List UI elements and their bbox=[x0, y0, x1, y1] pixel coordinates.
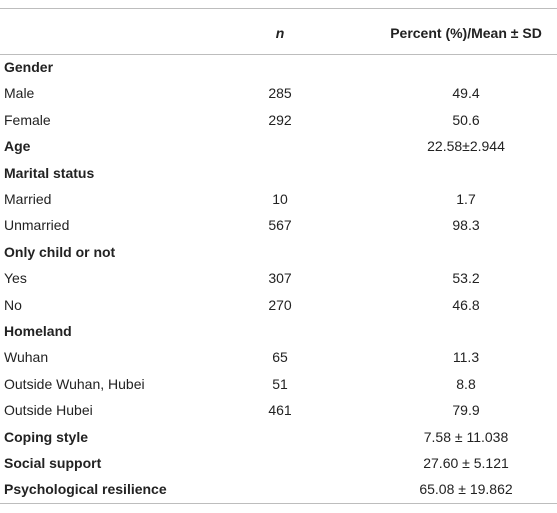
n-cell: 270 bbox=[268, 296, 292, 313]
value-cell: 8.8 bbox=[456, 375, 476, 392]
row-label: Male bbox=[4, 85, 35, 102]
group-heading: Social support bbox=[4, 455, 102, 471]
group-heading: Homeland bbox=[4, 323, 72, 339]
header-cell: Percent (%)/Mean ± SD bbox=[390, 25, 542, 41]
group-heading: Gender bbox=[4, 59, 54, 75]
group-heading: Only child or not bbox=[4, 243, 116, 260]
value-cell: 98.3 bbox=[452, 217, 480, 234]
top-rule bbox=[0, 8, 557, 9]
value-cell: 53.2 bbox=[452, 270, 480, 287]
bottom-rule bbox=[0, 503, 557, 504]
value-cell: 50.6 bbox=[452, 111, 480, 128]
value-cell: 1.7 bbox=[456, 191, 476, 207]
n-cell: 285 bbox=[268, 85, 292, 102]
row-label: Female bbox=[4, 111, 51, 128]
row-label: Wuhan bbox=[4, 349, 49, 366]
header-rule bbox=[0, 54, 557, 55]
value-cell: 46.8 bbox=[452, 296, 480, 313]
n-cell: 307 bbox=[268, 270, 292, 287]
n-cell: 461 bbox=[268, 402, 292, 419]
row-label: Married bbox=[4, 191, 52, 207]
n-cell: 51 bbox=[272, 375, 288, 392]
value-cell: 27.60 ± 5.121 bbox=[423, 455, 509, 471]
group-heading: Marital status bbox=[4, 164, 95, 181]
row-label: Outside Hubei bbox=[4, 402, 93, 419]
row-label: Yes bbox=[4, 270, 27, 287]
value-cell: 7.58 ± 11.038 bbox=[423, 428, 509, 445]
row-label: No bbox=[4, 296, 22, 313]
n-cell: 292 bbox=[268, 111, 292, 128]
n-cell: 65 bbox=[272, 349, 288, 366]
group-heading: Age bbox=[4, 138, 31, 155]
value-cell: 11.3 bbox=[452, 349, 480, 366]
group-heading: Psychological resilience bbox=[4, 481, 167, 498]
group-heading: Coping style bbox=[4, 428, 89, 445]
value-cell: 22.58±2.944 bbox=[427, 138, 505, 155]
n-cell: 10 bbox=[272, 191, 288, 207]
value-cell: 49.4 bbox=[452, 85, 480, 102]
row-label: Unmarried bbox=[4, 217, 70, 234]
header-cell: n bbox=[275, 25, 285, 41]
value-cell: 65.08 ± 19.862 bbox=[419, 481, 513, 498]
n-cell: 567 bbox=[268, 217, 292, 234]
value-cell: 79.9 bbox=[452, 402, 480, 419]
row-label: Outside Wuhan, Hubei bbox=[4, 375, 145, 392]
